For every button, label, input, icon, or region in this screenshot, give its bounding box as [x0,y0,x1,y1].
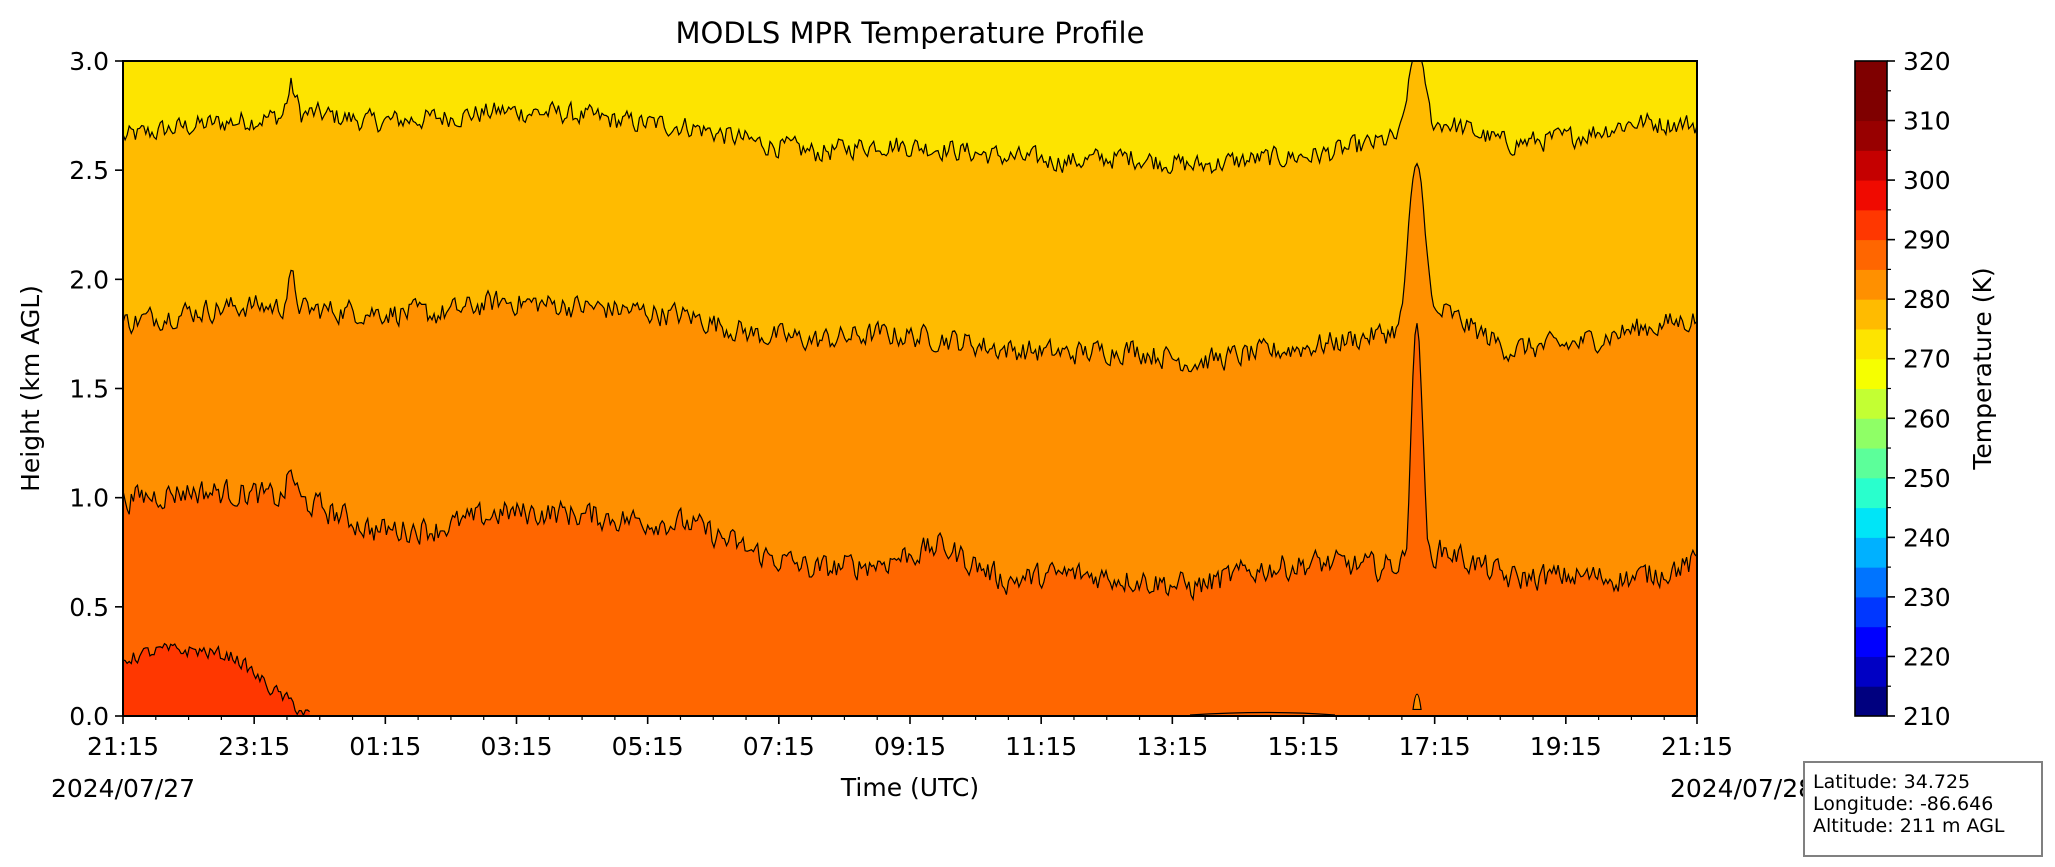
x-start-date: 2024/07/27 [51,774,195,803]
colorbar-tick-label: 250 [1903,464,1951,493]
colorbar-segment [1855,61,1887,92]
chart-title: MODLS MPR Temperature Profile [676,16,1145,50]
band-300-305K [123,643,310,716]
colorbar-tick-label: 320 [1903,47,1951,76]
contour-280K [123,61,1697,175]
x-axis-label: Time (UTC) [840,773,979,802]
colorbar-segment [1855,90,1887,122]
x-tick-label: 23:15 [218,732,290,761]
colorbar: 210 220 230 240 250 260 270 280 290 300 310 320 [1854,47,1951,731]
longitude-text: Longitude: -86.646 [1813,793,1994,815]
y-tick-label: 1.5 [69,375,109,404]
colorbar-segment [1855,209,1887,241]
colorbar-segment [1855,686,1887,717]
colorbar-segment [1855,477,1887,509]
colorbar-segment [1855,596,1887,628]
y-tick-label: 2.5 [69,156,109,185]
x-tick-label: 09:15 [874,732,946,761]
x-tick-label: 21:15 [87,732,159,761]
colorbar-segment [1855,239,1887,270]
y-tick-label: 0.0 [69,702,109,731]
colorbar-segment [1855,507,1887,538]
colorbar-segment [1855,537,1887,568]
station-info-box: Latitude: 34.725 Longitude: -86.646 Alti… [1803,761,2043,857]
colorbar-segment [1855,448,1887,479]
contour-290K [123,323,1697,602]
colorbar-segment [1855,418,1887,449]
colorbar-tick-label: 290 [1903,226,1951,255]
axes: 21:15 23:15 01:15 03:15 05:15 07:15 09:15 11:15… [69,47,1733,761]
y-axis-label: Height (km AGL) [16,285,45,492]
colorbar-tick-label: 270 [1903,345,1951,374]
colorbar-segment [1855,328,1887,360]
colorbar-tick-label: 300 [1903,166,1951,195]
colorbar-tick-label: 240 [1903,523,1951,552]
colorbar-segment [1855,150,1887,181]
colorbar-segment [1855,269,1887,300]
colorbar-label: Temperature (K) [1968,267,1997,470]
colorbar-tick-label: 310 [1903,107,1951,136]
colorbar-segment [1855,656,1887,687]
colorbar-segment [1855,299,1887,330]
y-tick-label: 2.0 [69,265,109,294]
x-tick-label: 21:15 [1661,732,1733,761]
colorbar-segment [1855,120,1887,151]
colorbar-segment [1855,358,1887,389]
contour-295K-lens [1412,693,1422,711]
contour-295K [123,642,310,716]
x-tick-label: 03:15 [480,732,552,761]
colorbar-tick-label: 210 [1903,702,1951,731]
altitude-text: Altitude: 211 m AGL [1813,815,2005,837]
x-tick-label: 13:15 [1136,732,1208,761]
x-tick-label: 11:15 [1005,732,1077,761]
colorbar-tick-label: 260 [1903,404,1951,433]
colorbar-segment [1855,567,1887,598]
x-tick-label: 17:15 [1399,732,1471,761]
y-tick-label: 0.5 [69,593,109,622]
colorbar-tick-label: 280 [1903,285,1951,314]
x-tick-label: 01:15 [349,732,421,761]
band-280-285K [123,61,1697,174]
colorbar-segment [1855,626,1887,657]
x-tick-label: 19:15 [1530,732,1602,761]
x-tick-label: 05:15 [612,732,684,761]
colorbar-segment [1855,180,1887,211]
y-tick-label: 1.0 [69,484,109,513]
latitude-text: Latitude: 34.725 [1813,771,1971,793]
x-tick-label: 15:15 [1267,732,1339,761]
x-end-date: 2024/07/28 [1670,774,1814,803]
colorbar-tick-label: 230 [1903,583,1951,612]
y-tick-label: 3.0 [69,47,109,76]
contour-295K-surface [1189,711,1336,716]
colorbar-segment [1855,388,1887,419]
contour-285K [123,162,1697,373]
plot-area [123,61,1697,716]
colorbar-tick-label: 220 [1903,642,1951,671]
x-tick-label: 07:15 [743,732,815,761]
